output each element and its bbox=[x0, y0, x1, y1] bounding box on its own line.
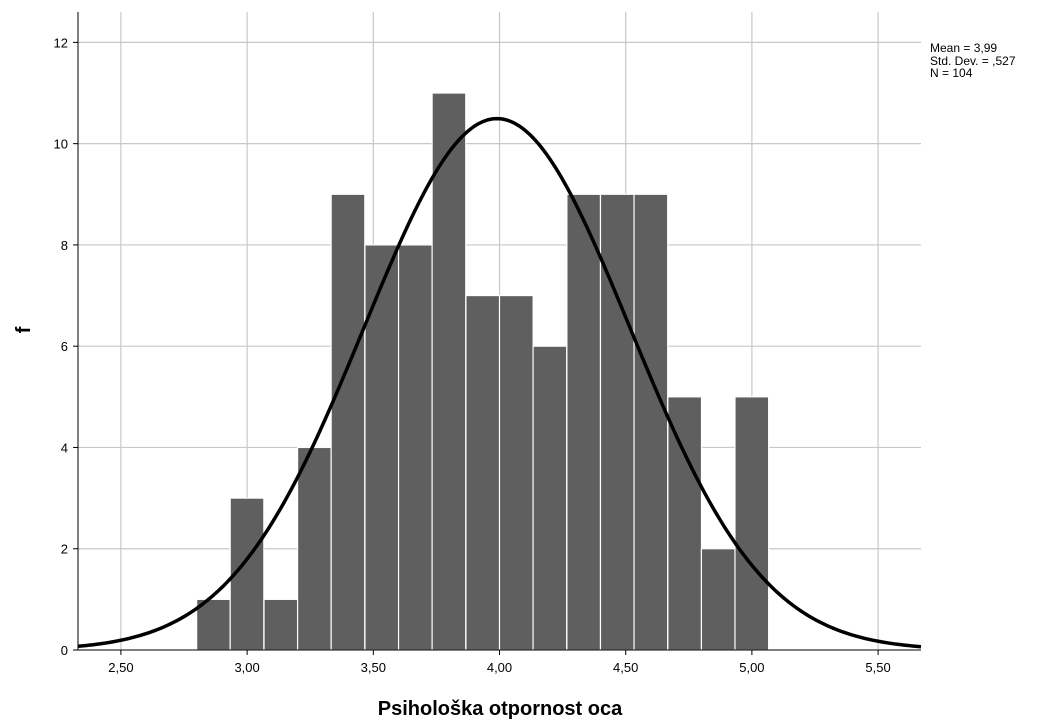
x-tick-label: 2,50 bbox=[108, 660, 133, 675]
x-tick-label: 5,50 bbox=[865, 660, 890, 675]
histogram-bar bbox=[399, 245, 433, 650]
stats-box: Mean = 3,99 Std. Dev. = ,527 N = 104 bbox=[930, 42, 1016, 80]
histogram-bar bbox=[264, 599, 298, 650]
histogram-bar bbox=[533, 346, 567, 650]
y-tick-label: 10 bbox=[54, 137, 68, 152]
histogram-bar bbox=[634, 194, 668, 650]
histogram-bar bbox=[567, 194, 601, 650]
histogram-bar bbox=[432, 93, 466, 650]
histogram-bar bbox=[500, 296, 534, 650]
stats-mean: Mean = 3,99 bbox=[930, 42, 1016, 55]
x-tick-label: 5,00 bbox=[739, 660, 764, 675]
x-tick-label: 3,00 bbox=[234, 660, 259, 675]
histogram-bar bbox=[466, 296, 500, 650]
x-tick-label: 4,50 bbox=[613, 660, 638, 675]
histogram-bar bbox=[298, 447, 332, 650]
bars-layer bbox=[197, 93, 769, 650]
y-tick-label: 4 bbox=[61, 440, 68, 455]
y-axis-title: f bbox=[13, 326, 35, 333]
y-tick-label: 12 bbox=[54, 35, 68, 50]
x-tick-label: 3,50 bbox=[361, 660, 386, 675]
y-tick-label: 8 bbox=[61, 238, 68, 253]
x-axis-title: Psihološka otpornost oca bbox=[378, 698, 623, 720]
y-tick-label: 0 bbox=[61, 643, 68, 658]
y-tick-label: 6 bbox=[61, 339, 68, 354]
stats-n: N = 104 bbox=[930, 67, 1016, 80]
histogram-bar bbox=[331, 194, 365, 650]
histogram-bar bbox=[365, 245, 399, 650]
x-tick-label: 4,00 bbox=[487, 660, 512, 675]
y-tick-label: 2 bbox=[61, 542, 68, 557]
histogram-bar bbox=[701, 549, 735, 650]
histogram-bar bbox=[600, 194, 634, 650]
histogram-bar bbox=[735, 397, 769, 650]
histogram-bar bbox=[668, 397, 702, 650]
